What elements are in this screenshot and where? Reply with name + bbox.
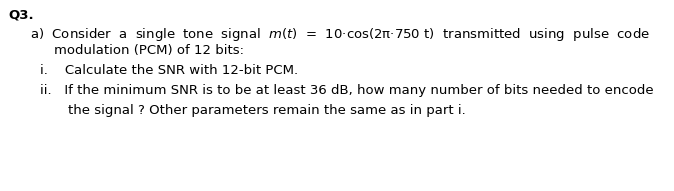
Text: i.    Calculate the SNR with 12-bit PCM.: i. Calculate the SNR with 12-bit PCM. — [40, 64, 298, 77]
Text: a)  Consider  a  single  tone  signal  $m(t)$  =  10·cos(2π·750 t)  transmitted : a) Consider a single tone signal $m(t)$ … — [30, 26, 650, 43]
Text: modulation (PCM) of 12 bits:: modulation (PCM) of 12 bits: — [54, 44, 244, 57]
Text: Q3.: Q3. — [8, 8, 34, 21]
Text: ii.   If the minimum SNR is to be at least 36 dB, how many number of bits needed: ii. If the minimum SNR is to be at least… — [40, 84, 654, 97]
Text: the signal ? Other parameters remain the same as in part i.: the signal ? Other parameters remain the… — [68, 104, 466, 117]
